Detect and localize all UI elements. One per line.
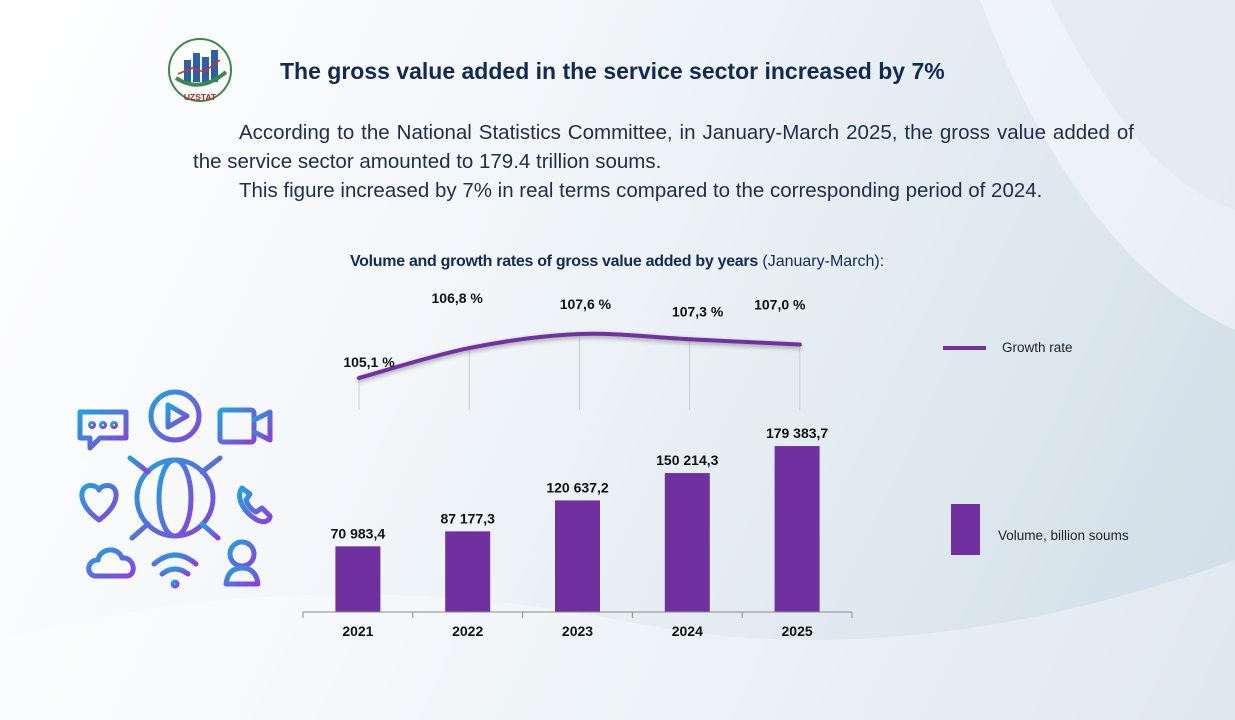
bar-label-2022: 87 177,3 [440, 510, 495, 526]
logo-text: UZSTAT [183, 92, 217, 102]
legend-growth-rate-label: Growth rate [1002, 340, 1073, 355]
intro-paragraph-2: This figure increased by 7% in real term… [239, 179, 1043, 202]
services-illustration [77, 389, 273, 589]
bar-label-2023: 120 637,2 [546, 479, 608, 495]
heart-icon [79, 483, 119, 523]
globe-icon [127, 437, 223, 541]
intro-paragraph-1: According to the National Statistics Com… [193, 121, 1134, 173]
growth-label-2022: 106,8 % [432, 290, 484, 306]
chart-title-period: (January-March): [757, 253, 885, 270]
bar-2022 [445, 531, 491, 612]
growth-label-2024: 107,3 % [672, 303, 724, 319]
x-tick-label-2023: 2023 [562, 623, 593, 639]
growth-rate-line [357, 331, 802, 380]
chart-title-bold: Volume and growth rates of gross value a… [350, 253, 758, 270]
bar-2021 [335, 546, 381, 612]
x-tick-label-2022: 2022 [452, 623, 483, 639]
chat-bubble-icon [77, 409, 129, 451]
growth-label-2021: 105,1 % [343, 354, 395, 370]
person-icon [223, 539, 261, 587]
legend-volume-swatch [951, 504, 980, 555]
bar-2024 [664, 473, 710, 612]
bar-label-2024: 150 214,3 [656, 452, 718, 468]
video-camera-icon [217, 407, 273, 445]
uzstat-logo: UZSTAT [164, 38, 236, 106]
bar-label-2021: 70 983,4 [331, 525, 386, 541]
x-tick-label-2025: 2025 [782, 623, 813, 639]
bar-label-2025: 179 383,7 [766, 425, 828, 441]
growth-label-2023: 107,6 % [560, 296, 612, 312]
bar-2025 [774, 446, 820, 612]
cloud-icon [86, 547, 136, 579]
wifi-icon [151, 552, 199, 589]
legend-volume-label: Volume, billion soums [998, 528, 1129, 543]
phone-icon [237, 485, 273, 525]
x-tick-label-2024: 2024 [672, 623, 703, 639]
chart-title: Volume and growth rates of gross value a… [350, 253, 884, 271]
intro-text: According to the National Statistics Com… [193, 118, 1134, 205]
page-title: The gross value added in the service sec… [280, 58, 945, 84]
bar-2023 [555, 500, 600, 612]
x-tick-label-2021: 2021 [342, 623, 373, 639]
growth-label-2025: 107,0 % [754, 297, 806, 313]
